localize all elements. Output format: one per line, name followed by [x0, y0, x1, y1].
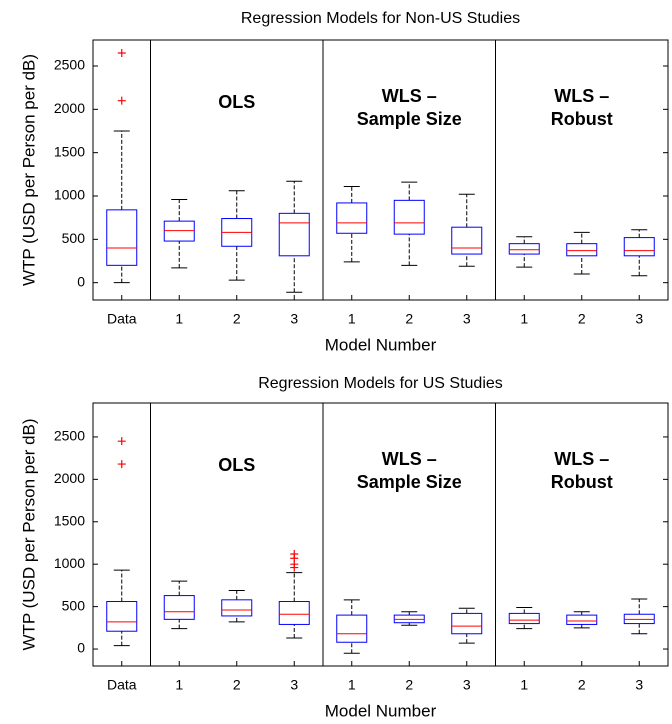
x-tick-label: 1	[520, 677, 528, 693]
y-tick-label: 0	[77, 273, 85, 289]
y-axis-label: WTP (USD per Person per dB)	[19, 54, 38, 286]
y-tick-label: 2000	[54, 100, 85, 116]
y-tick-label: 1500	[54, 512, 85, 528]
group-label: OLS	[218, 455, 255, 475]
x-tick-label: 1	[175, 311, 183, 327]
outlier	[117, 437, 126, 446]
y-tick-label: 2500	[54, 57, 85, 73]
box	[623, 237, 655, 257]
box	[106, 601, 138, 632]
group-label: Robust	[551, 472, 613, 492]
group-label: WLS –	[382, 86, 437, 106]
x-tick-label: 3	[290, 311, 298, 327]
group-label: Sample Size	[357, 109, 462, 129]
box	[566, 243, 598, 257]
outlier	[290, 550, 299, 559]
group-label: WLS –	[554, 86, 609, 106]
box	[508, 612, 540, 625]
x-tick-label: 3	[290, 677, 298, 693]
chart-title: Regression Models for Non-US Studies	[241, 10, 520, 27]
box	[508, 243, 540, 255]
box	[393, 199, 425, 235]
x-axis-label: Model Number	[325, 701, 437, 720]
outlier	[117, 96, 126, 105]
y-tick-label: 2000	[54, 470, 85, 486]
y-tick-label: 1500	[54, 143, 85, 159]
x-tick-label: 2	[578, 311, 586, 327]
box	[163, 595, 195, 620]
y-axis-label: WTP (USD per Person per dB)	[19, 418, 38, 650]
plot-frame	[92, 402, 669, 667]
box	[106, 209, 138, 266]
group-label: Robust	[551, 109, 613, 129]
x-tick-label: 3	[463, 311, 471, 327]
x-tick-label: 3	[463, 677, 471, 693]
box	[336, 202, 368, 234]
y-tick-label: 500	[62, 597, 86, 613]
x-tick-label: 1	[520, 311, 528, 327]
y-tick-label: 0	[77, 640, 85, 656]
x-tick-label: 1	[348, 677, 356, 693]
y-tick-label: 2500	[54, 428, 85, 444]
x-tick-label: 3	[635, 677, 643, 693]
x-tick-label: 3	[635, 311, 643, 327]
group-label: OLS	[218, 92, 255, 112]
x-tick-label: 2	[233, 677, 241, 693]
x-tick-label: Data	[107, 311, 137, 327]
box	[566, 614, 598, 625]
x-tick-label: 1	[348, 311, 356, 327]
plot-frame	[92, 39, 669, 301]
outlier	[117, 460, 126, 469]
outlier	[117, 49, 126, 57]
box	[221, 599, 253, 617]
group-label: WLS –	[382, 449, 437, 469]
x-tick-label: 2	[405, 677, 413, 693]
y-tick-label: 1000	[54, 187, 85, 203]
chart-title: Regression Models for US Studies	[258, 375, 503, 392]
group-label: WLS –	[554, 449, 609, 469]
chart: Regression Models for US Studies WTP (USD…	[19, 375, 669, 720]
x-tick-label: 1	[175, 677, 183, 693]
box	[451, 612, 483, 635]
chart: Regression Models for Non-US Studies WTP …	[19, 10, 669, 354]
y-tick-label: 500	[62, 230, 86, 246]
x-tick-label: 2	[233, 311, 241, 327]
box	[336, 614, 368, 643]
x-tick-label: Data	[107, 677, 137, 693]
x-axis-label: Model Number	[325, 335, 437, 354]
box	[278, 601, 310, 625]
x-tick-label: 2	[578, 677, 586, 693]
group-label: Sample Size	[357, 472, 462, 492]
box	[451, 226, 483, 255]
x-tick-label: 2	[405, 311, 413, 327]
box	[278, 212, 310, 257]
y-tick-label: 1000	[54, 555, 85, 571]
